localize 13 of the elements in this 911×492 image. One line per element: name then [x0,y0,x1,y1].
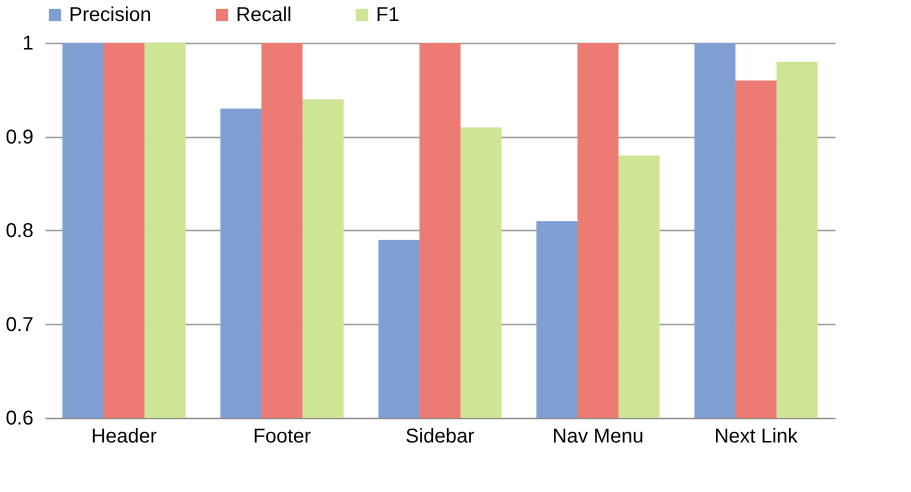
x-tick-label: Footer [253,426,312,448]
x-tick-label: Sidebar [406,426,475,448]
y-tick-label: 0.8 [6,220,34,242]
y-tick-label: 0.7 [6,314,34,336]
y-tick-label: 0.9 [6,126,34,148]
legend-label: Recall [236,4,292,26]
legend-label: F1 [376,4,400,26]
x-tick-label: Header [91,426,158,448]
legend-label: Precision [69,4,152,26]
y-tick-label: 1 [22,32,34,54]
y-tick-label: 0.6 [6,408,34,430]
x-tick-label: Next Link [714,426,799,448]
x-tick-label: Nav Menu [552,426,644,448]
